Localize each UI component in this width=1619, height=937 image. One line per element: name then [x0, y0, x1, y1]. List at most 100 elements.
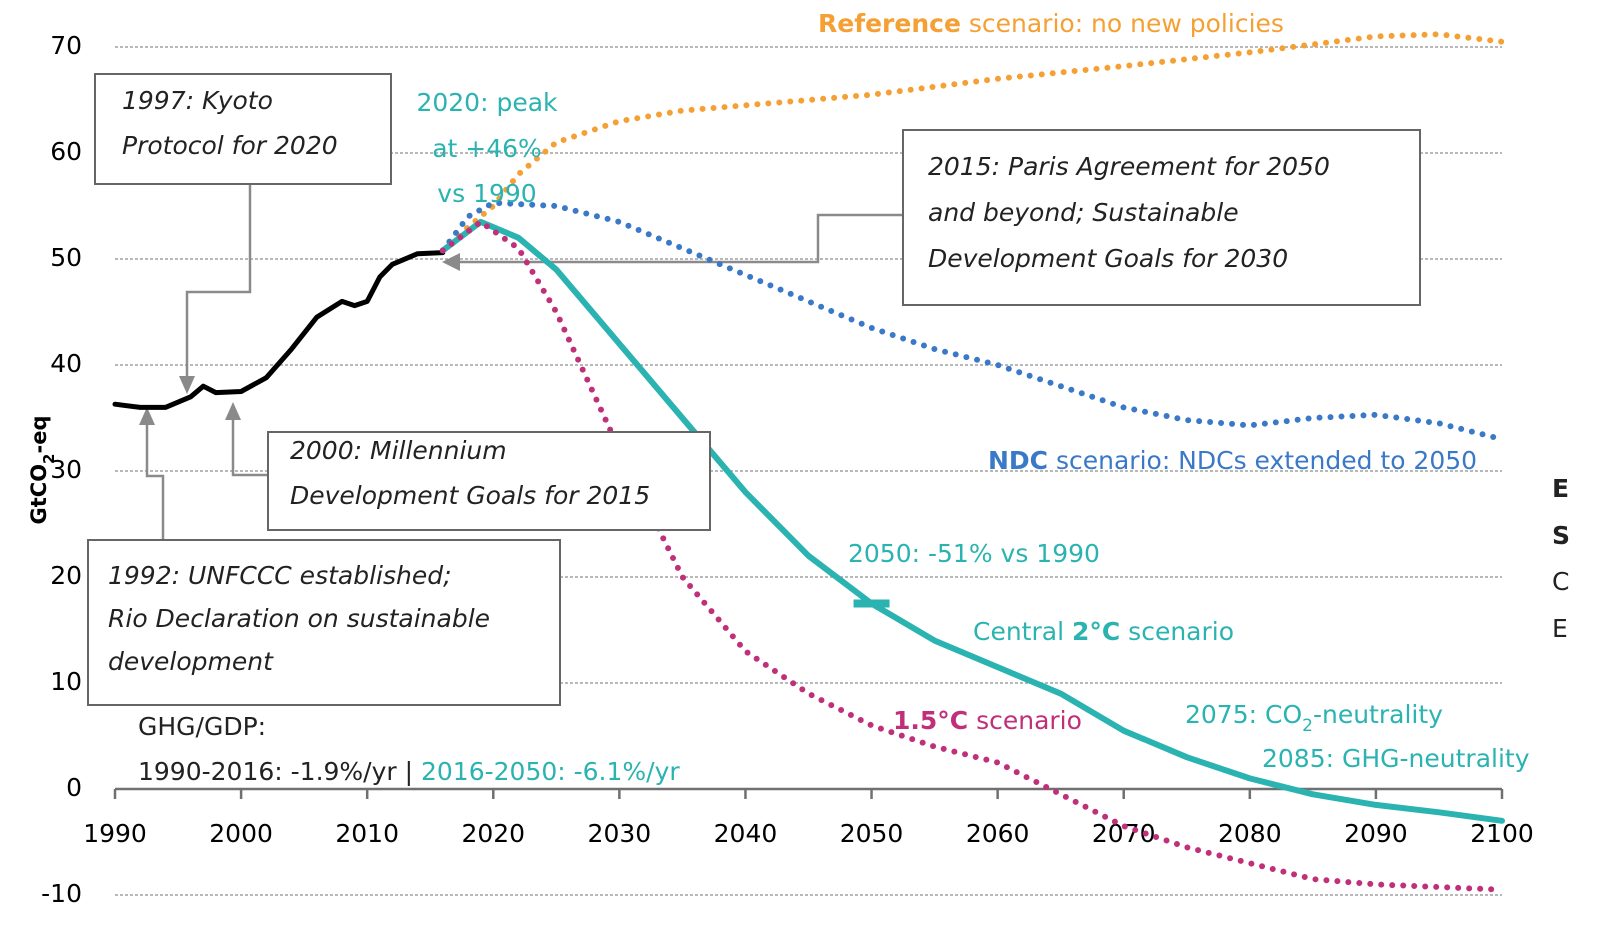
annotation-box [87, 539, 561, 706]
annotation-part: Development Goals for 2015 [290, 481, 650, 510]
x-tick-label: 1990 [83, 819, 147, 848]
annotation-part: scenario: NDCs extended to 2050 [1048, 446, 1477, 475]
annotation-part: 2015: Paris Agreement for 2050 [928, 152, 1330, 181]
y-tick-label: 40 [50, 349, 82, 378]
x-tick-label: 2100 [1470, 819, 1534, 848]
annotation: Central 2°C scenario [973, 617, 1234, 646]
annotation: C [1552, 567, 1569, 596]
connector [145, 423, 165, 540]
y-tick-label: 30 [50, 455, 82, 484]
line [112, 250, 446, 410]
y-tick-label: 50 [50, 243, 82, 272]
arrowhead [179, 376, 195, 394]
annotation-part: 2050: -51% vs 1990 [848, 539, 1100, 568]
annotation-box [94, 73, 392, 185]
annotation-part: -neutrality [1313, 700, 1443, 729]
annotation: 2020: peak [416, 88, 558, 117]
annotation-part: 1990-2016: -1.9%/yr | [138, 757, 421, 786]
arrowhead [225, 402, 241, 420]
annotation: Development Goals for 2015 [290, 481, 650, 510]
annotation-part: at +46% [432, 134, 542, 163]
dotted-line [439, 31, 1505, 254]
connectors [139, 184, 903, 540]
annotation: E [1552, 474, 1569, 503]
y-tick-label: 0 [66, 773, 82, 802]
annotation: Development Goals for 2030 [928, 244, 1288, 273]
x-tick-label: 2040 [714, 819, 778, 848]
annotation-part: vs 1990 [437, 179, 536, 208]
annotation: 1.5°C scenario [893, 706, 1082, 735]
annotation-part: S [1552, 521, 1570, 550]
x-tick-label: 2030 [588, 819, 652, 848]
annotation: development [108, 647, 274, 676]
annotation-part: Central [973, 617, 1072, 646]
connector [231, 418, 268, 477]
x-tick-label: 2020 [461, 819, 525, 848]
annotation: E [1552, 614, 1568, 643]
x-tick-label: 2010 [335, 819, 399, 848]
annotation-part: NDC [988, 446, 1048, 475]
annotation-part: development [108, 647, 274, 676]
x-tick-label: 2080 [1218, 819, 1282, 848]
annotation-part: 1992: UNFCCC established; [108, 561, 452, 590]
annotation-part: and beyond; Sustainable [928, 198, 1239, 227]
connector [458, 213, 903, 264]
annotation: Protocol for 2020 [122, 131, 338, 160]
annotation: at +46% [432, 134, 542, 163]
dotted-line [439, 218, 1505, 893]
annotation: S [1552, 521, 1570, 550]
connector [185, 184, 252, 378]
annotation: vs 1990 [437, 179, 536, 208]
annotation-part: GHG/GDP: [138, 712, 266, 741]
annotation-part: E [1552, 474, 1569, 503]
annotation: GHG/GDP: [138, 712, 266, 741]
arrowhead [139, 407, 155, 425]
x-tick-label: 2000 [209, 819, 273, 848]
annotation-part: scenario: no new policies [961, 9, 1284, 38]
x-tick-label: 2090 [1344, 819, 1408, 848]
annotation-box [902, 129, 1421, 306]
annotation-part: 1997: Kyoto [122, 86, 273, 115]
annotation-part: 2016-2050: -6.1%/yr [421, 757, 680, 786]
annotation-part: Reference [818, 9, 961, 38]
annotation-part: 2°C [1072, 617, 1120, 646]
annotation-part: 2 [1302, 716, 1313, 736]
annotation-part: scenario [968, 706, 1082, 735]
annotation-part: Protocol for 2020 [122, 131, 338, 160]
line [439, 218, 1505, 824]
y-tick-label: -10 [41, 879, 82, 908]
arrowhead [442, 253, 460, 271]
annotation: and beyond; Sustainable [928, 198, 1239, 227]
annotation-part: Rio Declaration on sustainable [108, 604, 490, 633]
annotation-part: 2020: peak [416, 88, 558, 117]
y-axis-label-part: 2 [40, 454, 58, 464]
annotation: 1997: Kyoto [122, 86, 273, 115]
annotation: NDC scenario: NDCs extended to 2050 [988, 446, 1477, 475]
y-tick-label: 60 [50, 137, 82, 166]
annotation: 2000: Millennium [290, 436, 507, 465]
annotation-part: 2085: GHG-neutrality [1262, 744, 1530, 773]
annotation: 2075: CO2-neutrality [1185, 700, 1443, 736]
annotation: Rio Declaration on sustainable [108, 604, 490, 633]
y-axis-label: GtCO2-eq [27, 416, 58, 525]
annotation-part: Development Goals for 2030 [928, 244, 1288, 273]
annotation: 2015: Paris Agreement for 2050 [928, 152, 1330, 181]
x-tick-label: 2050 [840, 819, 904, 848]
annotation: 1992: UNFCCC established; [108, 561, 452, 590]
annotation: Reference scenario: no new policies [818, 9, 1284, 38]
annotation-part: scenario [1120, 617, 1234, 646]
dotted-line [439, 199, 1505, 443]
annotation-part: 1.5°C [893, 706, 968, 735]
annotation: 2050: -51% vs 1990 [848, 539, 1100, 568]
annotation: 2085: GHG-neutrality [1262, 744, 1530, 773]
annotation-part: C [1552, 567, 1569, 596]
annotation-part: 2000: Millennium [290, 436, 507, 465]
annotation: 1990-2016: -1.9%/yr | 2016-2050: -6.1%/y… [138, 757, 680, 786]
annotation-part: 2075: CO [1185, 700, 1302, 729]
y-tick-label: 20 [50, 561, 82, 590]
annotation-part: E [1552, 614, 1568, 643]
y-axis-label-part: GtCO [27, 464, 51, 525]
milestone-marker [853, 599, 890, 608]
x-tick-label: 2060 [966, 819, 1030, 848]
